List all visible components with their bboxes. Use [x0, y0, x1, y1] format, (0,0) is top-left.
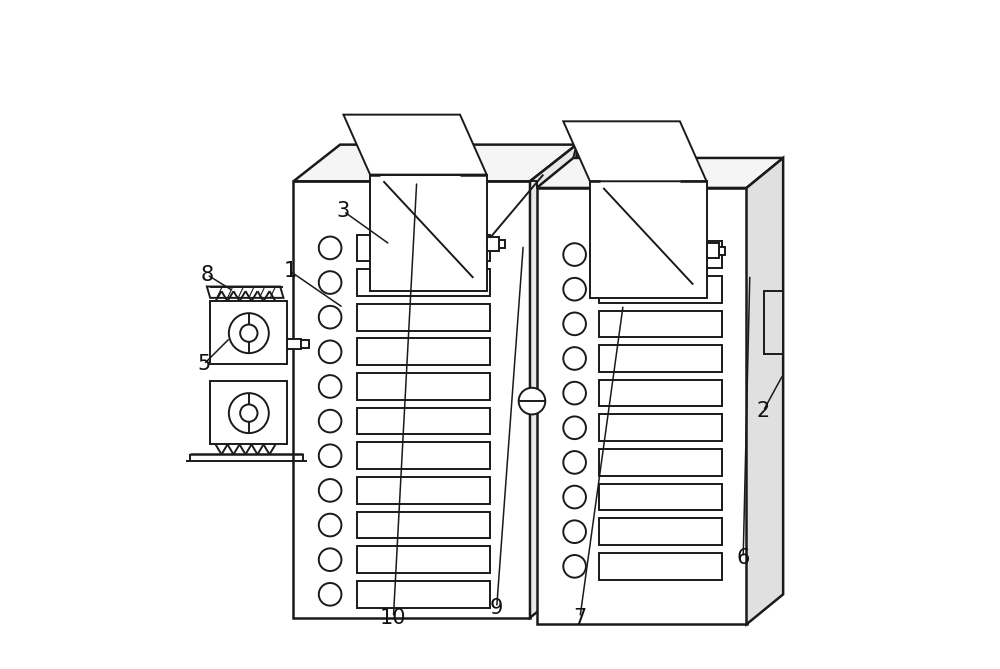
- Circle shape: [319, 375, 341, 398]
- Circle shape: [319, 306, 341, 328]
- Bar: [357, 442, 490, 469]
- Bar: [357, 339, 490, 365]
- Circle shape: [319, 583, 341, 605]
- Circle shape: [319, 479, 341, 502]
- Bar: [357, 269, 490, 296]
- Circle shape: [319, 514, 341, 537]
- Circle shape: [563, 312, 586, 335]
- Bar: [537, 188, 747, 624]
- Bar: [599, 484, 722, 510]
- Polygon shape: [207, 286, 283, 298]
- Text: 1: 1: [284, 261, 297, 281]
- Bar: [719, 247, 725, 254]
- Polygon shape: [563, 121, 707, 181]
- Polygon shape: [293, 145, 577, 181]
- Bar: [599, 310, 722, 337]
- Bar: [599, 518, 722, 545]
- Bar: [599, 553, 722, 579]
- Bar: [599, 415, 722, 441]
- Circle shape: [563, 278, 586, 300]
- Circle shape: [240, 405, 257, 421]
- Bar: [599, 449, 722, 476]
- Text: 2: 2: [757, 401, 770, 421]
- Bar: [210, 381, 287, 444]
- Bar: [210, 301, 287, 365]
- Circle shape: [319, 410, 341, 432]
- Bar: [357, 408, 490, 434]
- Bar: [599, 345, 722, 372]
- Circle shape: [563, 520, 586, 543]
- Polygon shape: [747, 158, 783, 624]
- Circle shape: [319, 271, 341, 294]
- Circle shape: [563, 244, 586, 266]
- Text: 3: 3: [337, 201, 350, 221]
- Circle shape: [319, 549, 341, 571]
- Circle shape: [563, 486, 586, 508]
- Circle shape: [563, 451, 586, 474]
- Bar: [590, 181, 707, 298]
- Bar: [487, 237, 499, 252]
- Circle shape: [240, 324, 257, 342]
- Bar: [370, 175, 487, 291]
- Bar: [357, 581, 490, 607]
- Text: 5: 5: [197, 355, 210, 375]
- Bar: [287, 339, 301, 349]
- Circle shape: [563, 347, 586, 370]
- Polygon shape: [530, 145, 577, 617]
- Bar: [301, 341, 309, 348]
- Polygon shape: [537, 158, 783, 188]
- Bar: [599, 380, 722, 407]
- Circle shape: [229, 313, 269, 353]
- Circle shape: [229, 393, 269, 433]
- Bar: [357, 304, 490, 330]
- Bar: [707, 244, 719, 258]
- Bar: [357, 235, 490, 261]
- Circle shape: [319, 341, 341, 363]
- Bar: [293, 181, 530, 617]
- Bar: [357, 512, 490, 539]
- Bar: [357, 547, 490, 573]
- Circle shape: [563, 382, 586, 405]
- Circle shape: [563, 416, 586, 439]
- Text: 7: 7: [573, 607, 587, 628]
- Circle shape: [519, 388, 545, 415]
- Text: 6: 6: [736, 548, 750, 568]
- Circle shape: [319, 237, 341, 259]
- Polygon shape: [343, 114, 487, 175]
- Circle shape: [563, 555, 586, 577]
- Bar: [599, 242, 722, 268]
- Bar: [357, 477, 490, 504]
- Bar: [357, 373, 490, 400]
- Text: 10: 10: [380, 607, 407, 628]
- Bar: [499, 240, 505, 248]
- Circle shape: [319, 444, 341, 467]
- Text: 9: 9: [490, 597, 503, 617]
- Bar: [764, 291, 783, 355]
- Bar: [599, 276, 722, 302]
- Text: 8: 8: [200, 264, 213, 284]
